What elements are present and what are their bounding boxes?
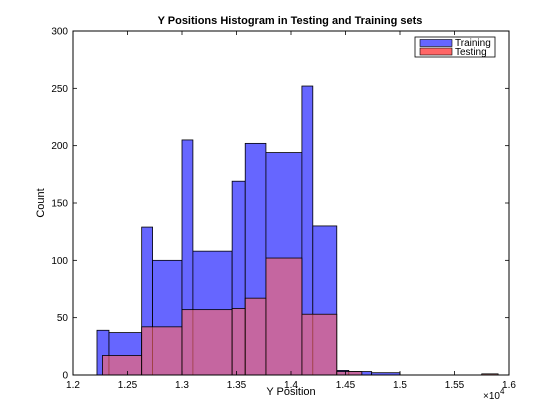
x-tick-label-1: 1.25 <box>118 380 138 391</box>
y-tick-label-0: 0 <box>62 371 68 382</box>
x-tick-label-3: 1.35 <box>227 380 247 391</box>
testing-bar-0 <box>102 355 143 376</box>
y-tick-label-2: 100 <box>51 256 68 267</box>
y-tick-label-3: 150 <box>51 199 68 210</box>
legend-label-training: Training <box>455 38 491 49</box>
x-tick-labels: 1.2 1.25 1.3 1.35 1.4 1.45 1.5 1.55 1.6 <box>66 380 516 391</box>
x-tick-label-5: 1.45 <box>336 380 356 391</box>
x-tick-label-4: 1.4 <box>284 380 298 391</box>
chart-title: Y Positions Histogram in Testing and Tra… <box>158 15 423 27</box>
x-axis-label: Y Position <box>266 386 315 398</box>
y-tick-labels: 0 50 100 150 200 250 300 <box>51 27 68 382</box>
y-tick-label-5: 250 <box>51 84 68 95</box>
x-axis-scale-base: ×10 <box>483 391 500 402</box>
axis-ticks <box>72 30 510 376</box>
y-tick-label-4: 200 <box>51 141 68 152</box>
x-tick-label-7: 1.55 <box>445 380 465 391</box>
legend-label-testing: Testing <box>455 47 487 58</box>
legend-swatch-testing <box>419 47 453 56</box>
testing-bar-5 <box>265 257 303 376</box>
x-tick-label-0: 1.2 <box>66 380 80 391</box>
y-tick-label-6: 300 <box>51 27 68 38</box>
y-axis-label: Count <box>35 188 47 217</box>
testing-bar-3 <box>231 308 246 376</box>
testing-bar-6 <box>301 313 338 376</box>
testing-bar-1 <box>141 326 183 376</box>
x-axis-scale-factor: ×104 <box>483 387 505 402</box>
testing-bars <box>102 257 499 376</box>
legend-swatch-training <box>419 39 453 47</box>
testing-bar-4 <box>244 297 267 376</box>
legend: Training Testing <box>414 36 496 58</box>
x-tick-label-8: 1.6 <box>502 380 516 391</box>
x-tick-label-6: 1.5 <box>393 380 407 391</box>
testing-bar-7 <box>336 371 363 376</box>
y-tick-label-1: 50 <box>57 313 69 324</box>
x-axis-scale-exponent: 4 <box>500 387 505 396</box>
x-tick-label-2: 1.3 <box>175 380 189 391</box>
testing-bar-2 <box>181 309 233 376</box>
